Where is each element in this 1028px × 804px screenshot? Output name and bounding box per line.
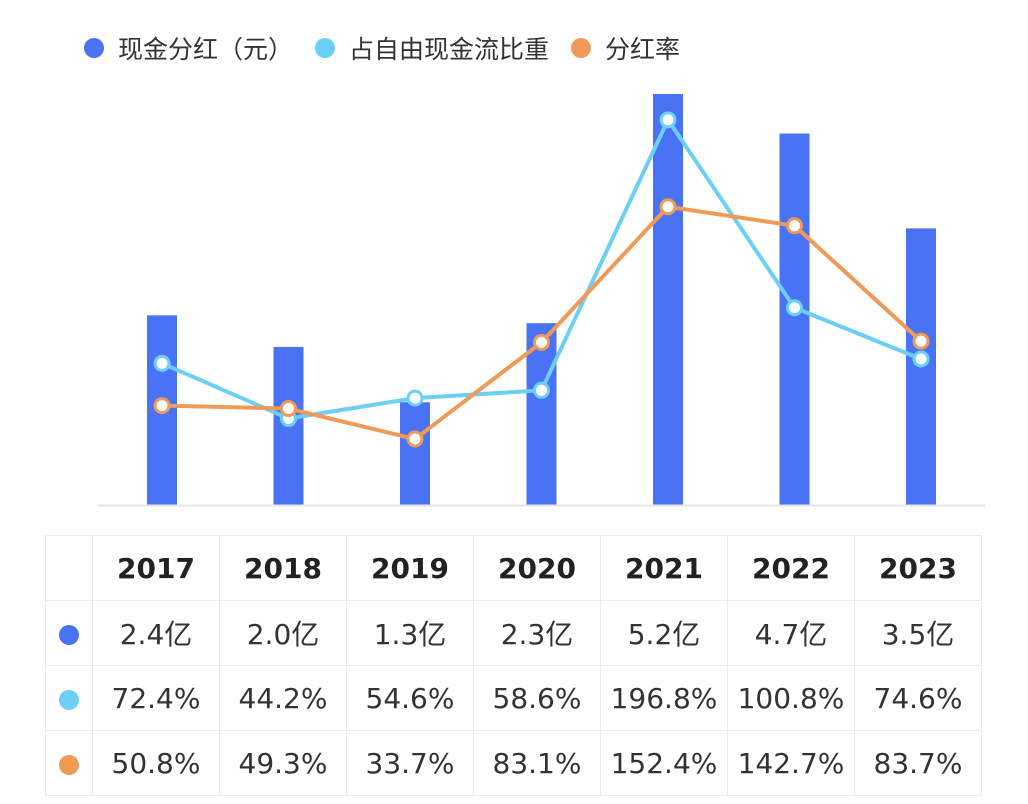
bar-2021 [653, 94, 683, 505]
point-2-2017 [153, 397, 171, 415]
legend: 现金分红（元） 占自由现金流比重 分红率 [84, 30, 702, 66]
table-cell: 58.6% [473, 665, 601, 731]
bar-2019 [400, 402, 430, 505]
table-cell: 1.3亿 [346, 600, 474, 666]
legend-label: 占自由现金流比重 [349, 35, 550, 64]
legend-label: 现金分红（元） [118, 35, 294, 64]
legend-item-cash-dividend[interactable]: 现金分红（元） [84, 30, 293, 66]
row-series-marker [45, 665, 93, 731]
table-header-year: 2021 [600, 535, 728, 601]
table-header-row: 2017 2018 2019 2020 2021 2022 2023 [45, 535, 982, 601]
point-1-2021 [659, 111, 677, 129]
table-header-year: 2023 [854, 535, 982, 601]
table-corner-cell [45, 535, 93, 601]
point-1-2022 [786, 299, 803, 317]
legend-item-fcf-ratio[interactable]: 占自由现金流比重 [315, 30, 549, 66]
table-header-year: 2022 [727, 535, 855, 601]
point-1-2020 [533, 381, 550, 399]
legend-label: 分红率 [605, 35, 681, 64]
table-cell: 100.8% [727, 665, 855, 731]
table-row: 2.4亿 2.0亿 1.3亿 2.3亿 5.2亿 4.7亿 3.5亿 [45, 600, 982, 666]
table-cell: 83.1% [473, 730, 601, 796]
point-2-2020 [533, 333, 550, 351]
series-dot-icon [59, 754, 79, 775]
table-cell: 33.7% [346, 730, 474, 796]
bar-2020 [526, 323, 557, 505]
table-cell: 4.7亿 [727, 600, 855, 666]
point-1-2023 [912, 350, 930, 368]
table-cell: 3.5亿 [854, 600, 982, 666]
table-row: 72.4% 44.2% 54.6% 58.6% 196.8% 100.8% 74.6% [45, 665, 982, 731]
point-2-2023 [912, 332, 930, 350]
point-1-2019 [406, 389, 424, 407]
table-cell: 196.8% [600, 665, 728, 731]
legend-dot-icon [84, 38, 104, 58]
point-1-2017 [153, 354, 171, 372]
table-row: 50.8% 49.3% 33.7% 83.1% 152.4% 142.7% 83.7% [45, 730, 982, 796]
table-header-year: 2019 [346, 535, 474, 601]
chart-plot [98, 94, 985, 507]
data-table: 2017 2018 2019 2020 2021 2022 2023 2.4亿 2.0亿 1.3亿… [45, 535, 982, 796]
legend-dot-icon [315, 38, 336, 58]
table-header-year: 2018 [219, 535, 347, 601]
table-cell: 83.7% [854, 730, 982, 796]
point-2-2021 [659, 198, 677, 216]
table-header-year: 2020 [473, 535, 601, 601]
point-2-2019 [406, 430, 424, 448]
table-cell: 50.8% [92, 730, 220, 796]
table-cell: 142.7% [727, 730, 855, 796]
table-cell: 2.4亿 [92, 600, 220, 666]
point-2-2018 [280, 400, 297, 418]
table-cell: 2.3亿 [473, 600, 601, 666]
table-cell: 72.4% [92, 665, 220, 731]
table-cell: 44.2% [219, 665, 347, 731]
point-2-2022 [786, 217, 803, 235]
bar-2022 [779, 133, 810, 505]
series-dot-icon [59, 624, 79, 645]
table-cell: 74.6% [854, 665, 982, 731]
row-series-marker [45, 730, 93, 796]
table-cell: 5.2亿 [600, 600, 728, 666]
table-cell: 49.3% [219, 730, 347, 796]
table-header-year: 2017 [92, 535, 220, 601]
table-cell: 152.4% [600, 730, 728, 796]
legend-dot-icon [571, 38, 592, 58]
row-series-marker [45, 600, 93, 666]
table-cell: 2.0亿 [219, 600, 347, 666]
series-dot-icon [59, 689, 79, 710]
legend-item-payout-ratio[interactable]: 分红率 [571, 30, 680, 66]
table-cell: 54.6% [346, 665, 474, 731]
